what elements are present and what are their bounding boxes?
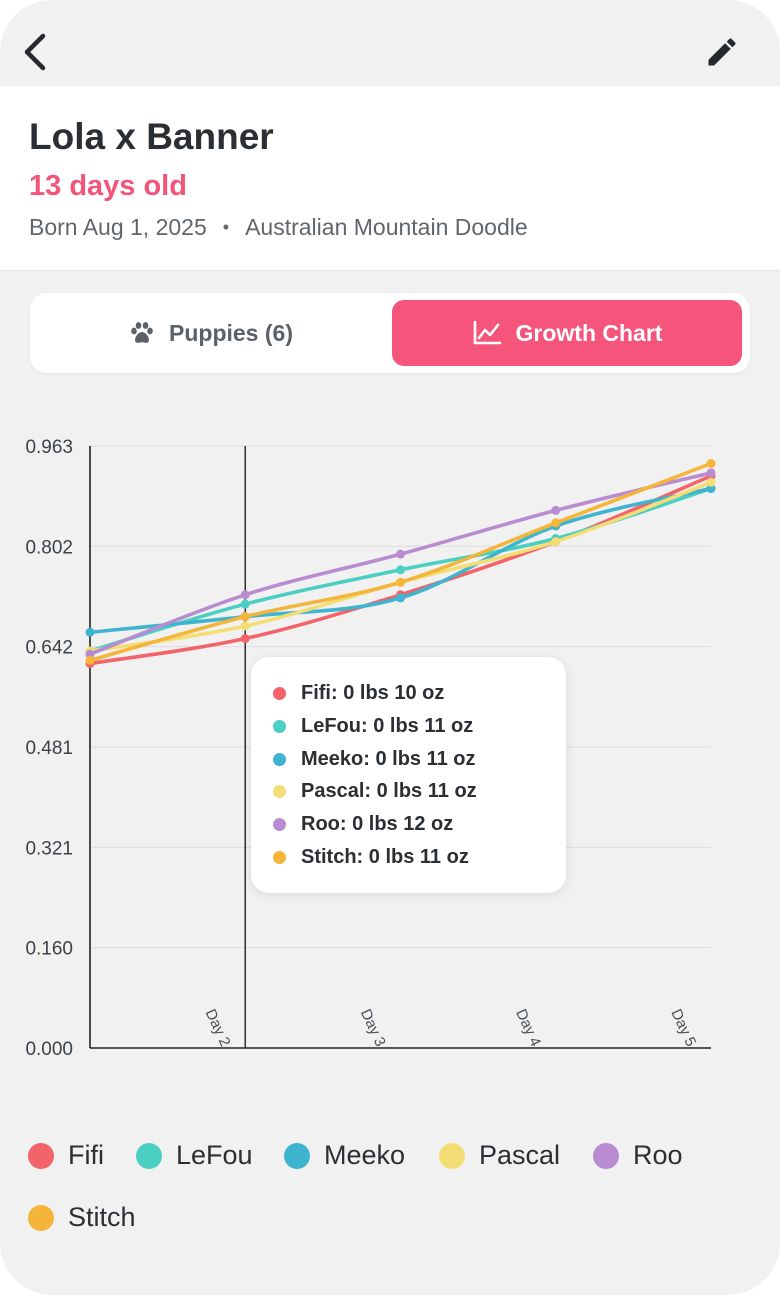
legend-label: LeFou xyxy=(176,1140,253,1170)
x-tick-label: Day 3 xyxy=(357,1007,389,1050)
top-nav-bar xyxy=(0,0,780,86)
data-point-fifi xyxy=(240,634,250,644)
y-tick-label: 0.642 xyxy=(25,638,73,659)
tooltip-dot xyxy=(273,687,286,700)
litter-age: 13 days old xyxy=(29,170,187,202)
y-tick-label: 0.963 xyxy=(25,437,73,458)
data-point-lefou xyxy=(240,599,250,609)
data-point-lefou xyxy=(396,565,405,575)
legend-item-roo[interactable]: Roo xyxy=(593,1140,683,1171)
data-point-roo xyxy=(396,549,405,559)
data-point-meeko xyxy=(85,627,95,637)
y-tick-label: 0.160 xyxy=(25,939,73,960)
tooltip-value: LeFou: 0 lbs 11 oz xyxy=(301,714,474,737)
tooltip-row-stitch: Stitch: 0 lbs 11 oz xyxy=(273,846,469,869)
data-point-stitch xyxy=(240,612,250,622)
chart-tooltip: Fifi: 0 lbs 10 oz LeFou: 0 lbs 11 oz Meeko… xyxy=(251,657,566,893)
data-point-roo xyxy=(706,468,716,478)
tab-growth-chart[interactable]: Growth Chart xyxy=(392,300,742,366)
x-tick-label: Day 4 xyxy=(512,1007,544,1050)
y-tick-label: 0.000 xyxy=(25,1039,73,1060)
data-point-roo xyxy=(551,505,561,515)
data-point-meeko xyxy=(396,593,405,603)
data-point-stitch xyxy=(551,518,561,528)
tooltip-row-fifi: Fifi: 0 lbs 10 oz xyxy=(273,682,444,705)
y-tick-label: 0.481 xyxy=(25,738,73,759)
legend-dot xyxy=(593,1142,619,1169)
legend-dot xyxy=(439,1142,465,1169)
paw-icon xyxy=(129,321,155,345)
tooltip-value: Fifi: 0 lbs 10 oz xyxy=(301,682,445,704)
y-tick-label: 0.802 xyxy=(25,537,73,558)
data-point-pascal xyxy=(551,537,561,547)
legend-item-lefou[interactable]: LeFou xyxy=(136,1140,253,1171)
tooltip-row-lefou: LeFou: 0 lbs 11 oz xyxy=(273,715,473,738)
tooltip-row-pascal: Pascal: 0 lbs 11 oz xyxy=(273,780,477,803)
data-point-pascal xyxy=(240,621,250,631)
tooltip-dot xyxy=(273,785,286,799)
tooltip-value: Stitch: 0 lbs 11 oz xyxy=(301,846,469,868)
meta-separator: • xyxy=(222,217,230,237)
legend-item-fifi[interactable]: Fifi xyxy=(28,1140,104,1171)
legend-item-meeko[interactable]: Meeko xyxy=(284,1140,405,1171)
data-point-pascal xyxy=(706,477,716,487)
tooltip-value: Pascal: 0 lbs 11 oz xyxy=(301,780,477,803)
x-tick-label: Day 2 xyxy=(202,1007,234,1050)
line-chart-icon xyxy=(472,320,502,346)
legend-label: Pascal xyxy=(479,1140,561,1170)
tooltip-dot xyxy=(273,851,286,864)
legend-dot xyxy=(284,1142,310,1169)
data-point-stitch xyxy=(85,655,95,665)
litter-title: Lola x Banner xyxy=(29,116,274,157)
series-line-meeko xyxy=(88,486,713,635)
tooltip-value: Roo: 0 lbs 12 oz xyxy=(301,813,454,836)
data-point-stitch xyxy=(706,459,716,469)
tooltip-dot xyxy=(273,752,286,766)
edit-button[interactable] xyxy=(696,26,748,78)
data-point-meeko xyxy=(706,484,716,494)
pencil-icon xyxy=(708,38,736,66)
born-date: Born Aug 1, 2025 xyxy=(29,214,207,240)
legend-label: Stitch xyxy=(68,1202,136,1232)
legend-dot xyxy=(28,1204,54,1231)
x-tick-label: Day 5 xyxy=(667,1007,699,1050)
series-line-stitch xyxy=(88,461,713,663)
breed-name: Australian Mountain Doodle xyxy=(245,214,528,240)
legend-dot xyxy=(28,1142,54,1169)
legend-label: Fifi xyxy=(68,1140,104,1170)
tooltip-dot xyxy=(273,818,286,832)
data-point-stitch xyxy=(396,577,405,587)
litter-meta: Born Aug 1, 2025 • Australian Mountain Doo… xyxy=(29,214,528,241)
chevron-left-icon xyxy=(24,33,46,71)
tooltip-row-roo: Roo: 0 lbs 12 oz xyxy=(273,813,453,836)
legend-item-stitch[interactable]: Stitch xyxy=(28,1202,136,1233)
back-button[interactable] xyxy=(10,26,62,78)
legend-label: Roo xyxy=(633,1140,683,1170)
legend-item-pascal[interactable]: Pascal xyxy=(439,1140,560,1171)
tab-puppies-label: Puppies (6) xyxy=(169,319,293,346)
y-tick-label: 0.321 xyxy=(25,838,73,859)
tooltip-dot xyxy=(273,719,286,733)
data-point-roo xyxy=(85,649,95,659)
tab-puppies[interactable]: Puppies (6) xyxy=(36,300,386,366)
legend-label: Meeko xyxy=(324,1140,406,1170)
legend-dot xyxy=(136,1142,162,1169)
tooltip-value: Meeko: 0 lbs 11 oz xyxy=(301,747,476,770)
segmented-tabs: Puppies (6) Growth Chart xyxy=(30,293,750,373)
tooltip-row-meeko: Meeko: 0 lbs 11 oz xyxy=(273,748,476,771)
data-point-roo xyxy=(240,590,250,600)
tab-growth-label: Growth Chart xyxy=(515,319,663,346)
litter-header: Lola x Banner 13 days old Born Aug 1, 20… xyxy=(0,86,780,271)
